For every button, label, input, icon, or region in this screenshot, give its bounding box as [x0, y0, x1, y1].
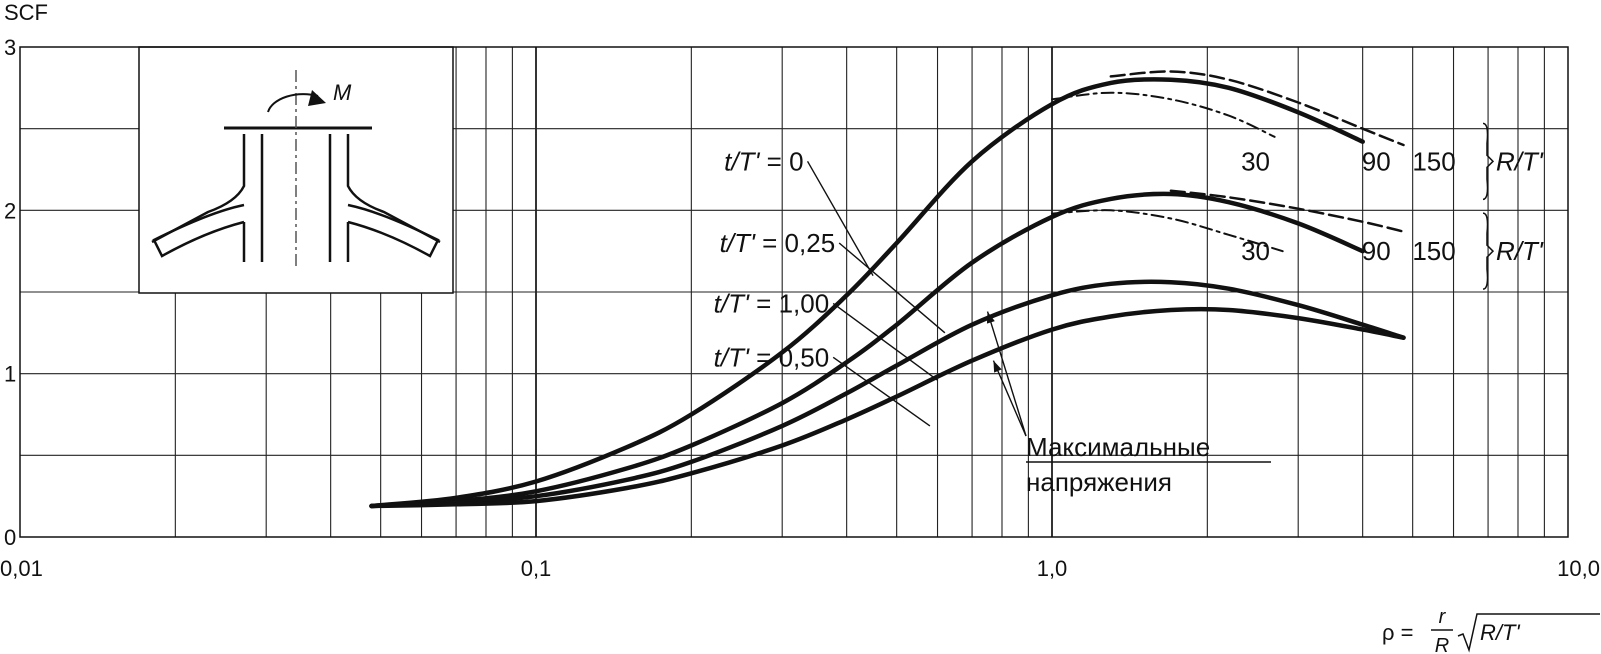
x-tick-labels: 0,01 0,1 1,0 10,0: [0, 556, 1600, 581]
curve-label: t/T' = 0: [724, 146, 803, 176]
rt-value-label: 90: [1362, 236, 1391, 266]
rt-value-label: 30: [1241, 146, 1270, 176]
rt-brace: [1482, 212, 1495, 290]
y-tick-label: 1: [4, 362, 16, 387]
series-lines: [369, 70, 1406, 509]
rt-brace: [1482, 122, 1495, 201]
x-axis-label-lhs: ρ =: [1382, 620, 1413, 645]
annotation-arrowhead: [986, 311, 995, 324]
plot-frame: [19, 46, 1569, 538]
annotation-text: напряжения: [1026, 467, 1172, 497]
moment-label: M: [333, 80, 352, 105]
rt-unit-label: R/T': [1496, 146, 1544, 176]
y-tick-label: 0: [4, 525, 16, 550]
rt-labels: 30 90 150 R/T' 30 90 150 R/T': [1241, 122, 1544, 290]
run-pipe: [152, 203, 440, 262]
leader-line: [832, 356, 931, 427]
leader-line: [832, 302, 938, 381]
curve-label: t/T' = 1,00: [714, 288, 830, 318]
x-tick-label: 0,1: [521, 556, 552, 581]
curve-label: t/T' = 0,50: [714, 342, 830, 372]
annotation-arrowhead: [993, 360, 1002, 373]
annotation-arrow: [986, 311, 1027, 437]
rt-value-label: 90: [1362, 146, 1391, 176]
leader-line: [806, 160, 874, 277]
branch-pipe: [151, 134, 441, 262]
x-tick-label: 0,01: [0, 556, 43, 581]
series-line: [1051, 91, 1276, 138]
x-axis-label-den: R: [1435, 635, 1449, 654]
curve-labels: t/T' = 0 t/T' = 0,25 t/T' = 1,00 t/T' = 0,5…: [714, 146, 946, 427]
annotation-text: Максимальные: [1026, 432, 1210, 462]
series-line: [1051, 209, 1284, 253]
moment-arrowhead: [308, 90, 326, 106]
x-axis-label-root: R/T': [1480, 620, 1520, 645]
x-tick-label: 10,0: [1557, 556, 1600, 581]
y-tick-label: 3: [4, 35, 16, 60]
x-axis-label-num: r: [1439, 606, 1447, 628]
x-axis-label: ρ = r R R/T': [1382, 606, 1600, 654]
sqrt-sign: [1457, 613, 1600, 653]
y-tick-label: 2: [4, 198, 16, 223]
max-stress-annotation: Максимальные напряжения: [986, 311, 1271, 497]
series-line: [369, 77, 1365, 509]
series-line: [369, 306, 1406, 509]
rt-value-label: 30: [1241, 236, 1270, 266]
rt-value-label: 150: [1412, 236, 1455, 266]
leader-line: [838, 242, 946, 334]
curve-label: t/T' = 0,25: [720, 228, 836, 258]
y-axis-label: SCF: [4, 0, 48, 25]
rt-unit-label: R/T': [1496, 236, 1544, 266]
x-tick-label: 1,0: [1037, 556, 1068, 581]
y-tick-labels: 0 1 2 3: [4, 35, 16, 550]
series-line: [369, 191, 1365, 509]
annotation-arrow: [992, 360, 1027, 437]
series-line: [1109, 70, 1405, 147]
series-line: [369, 279, 1406, 509]
series-line: [1169, 189, 1405, 233]
rt-value-label: 150: [1412, 146, 1455, 176]
inset-diagram: M: [138, 46, 454, 294]
